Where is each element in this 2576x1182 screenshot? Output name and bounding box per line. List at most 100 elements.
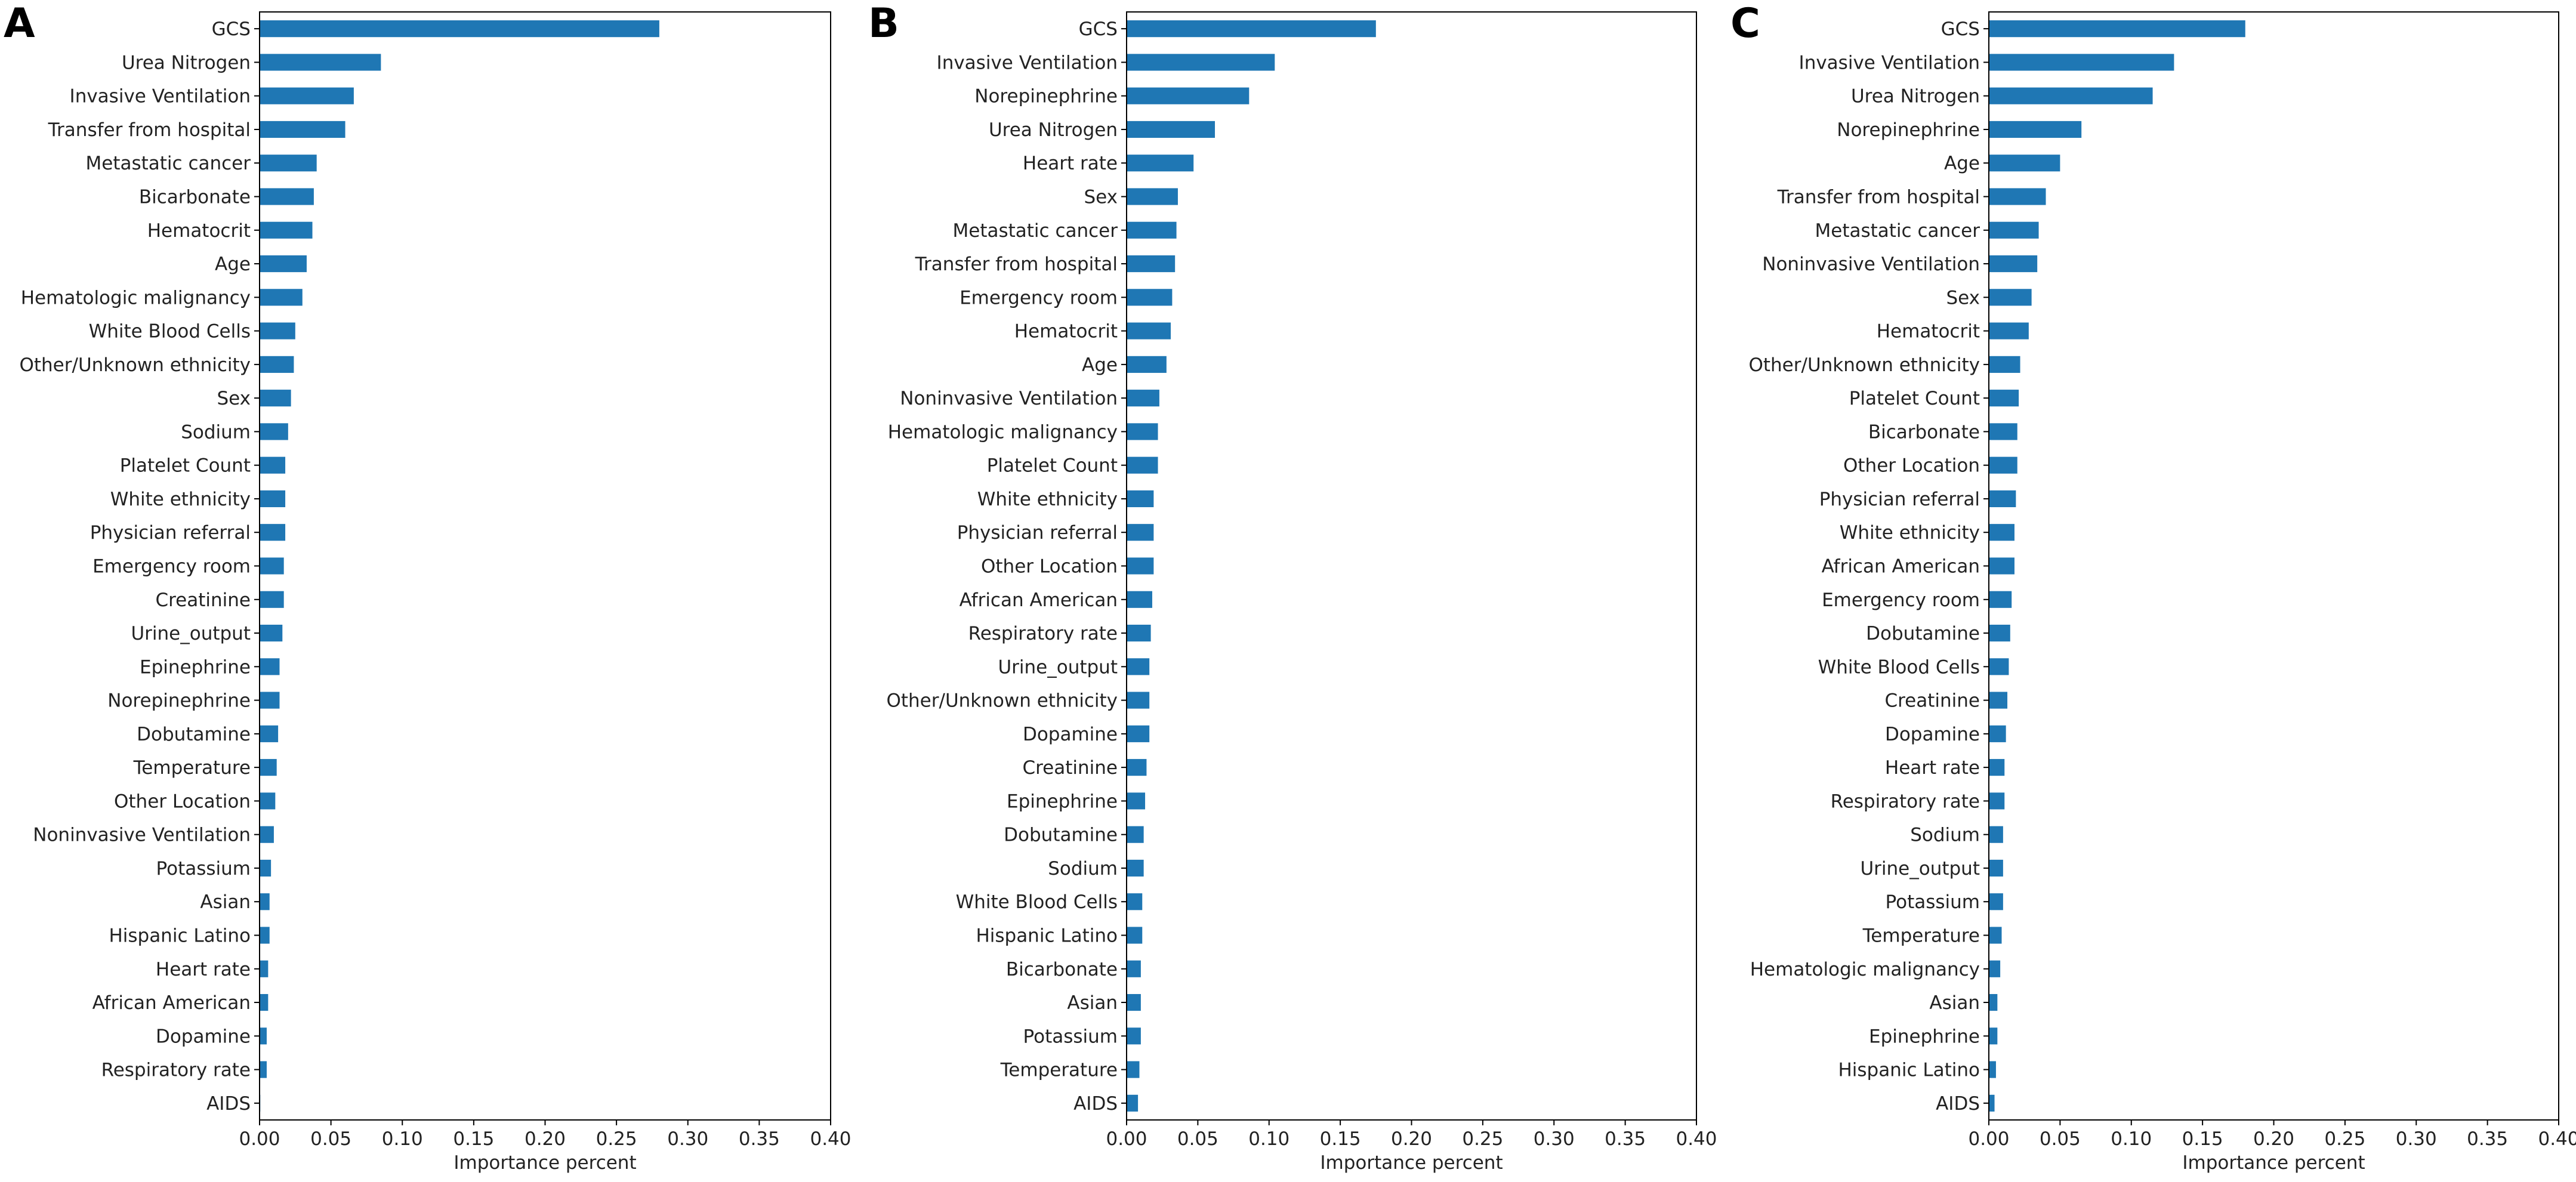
bar [260,155,317,172]
x-tick-label: 0.30 [667,1128,708,1150]
bar [1127,423,1158,440]
category-label: AIDS [1936,1093,1980,1115]
bar [1127,155,1194,172]
bar [1989,1027,1998,1045]
category-label: GCS [1079,18,1118,40]
bar [1127,658,1150,675]
bar [1127,792,1146,810]
category-label: Bicarbonate [1006,959,1118,980]
bar [260,591,284,608]
x-tick-label: 0.10 [382,1128,423,1150]
category-label: Respiratory rate [1831,791,1980,812]
category-label: Norepinephrine [1837,119,1980,141]
bar [260,759,277,776]
category-label: Hispanic Latino [1838,1060,1980,1081]
bar [1989,1061,1996,1078]
category-label: Temperature [1000,1060,1118,1081]
bar [260,557,284,575]
bar [1127,390,1159,407]
bar [1127,993,1141,1011]
bar [1989,121,2082,138]
category-label: Other Location [114,791,251,812]
category-label: Age [1944,153,1980,174]
category-label: African American [960,590,1118,611]
category-label: Heart rate [156,959,251,980]
category-label: African American [1822,556,1980,578]
bar [1989,658,2009,675]
x-tick-label: 0.20 [1391,1128,1432,1150]
category-label: Hematologic malignancy [1750,959,1980,980]
category-label: Physician referral [957,522,1118,544]
category-label: Asian [200,891,251,913]
bar [1127,121,1215,138]
category-label: Epinephrine [1007,791,1118,812]
bar [260,188,314,205]
x-tick-label: 0.00 [239,1128,280,1150]
category-label: Creatinine [155,590,251,611]
category-label: Dopamine [1885,724,1980,745]
category-label: White ethnicity [977,489,1118,510]
x-tick-label: 0.35 [1605,1128,1646,1150]
category-label: Dobutamine [1004,825,1118,846]
bar [260,221,313,239]
plot-frame [1988,11,2559,1121]
bar [1127,826,1144,843]
category-label: Heart rate [1023,153,1118,174]
bar [1989,456,2017,474]
bar [1989,859,2003,877]
category-label: Metastatic cancer [953,220,1118,242]
bar [1127,255,1176,273]
category-label: Asian [1067,992,1118,1014]
category-label: Noninvasive Ventilation [1762,254,1980,275]
bar [1127,322,1171,340]
category-label: Invasive Ventilation [1799,52,1980,73]
category-label: Age [1082,354,1118,376]
bar [260,658,280,675]
bar [1989,322,2029,340]
bar [1989,289,2032,306]
x-tick-label: 0.10 [2111,1128,2152,1150]
category-label: Hispanic Latino [109,925,251,947]
panel-label: A [4,0,35,47]
category-label: Invasive Ventilation [937,52,1118,73]
bar [1127,20,1376,38]
bar [1127,356,1167,373]
category-label: Age [215,254,251,275]
bar [1127,927,1143,944]
category-label: Heart rate [1885,757,1980,779]
bar [260,87,354,104]
bar [1127,289,1173,306]
bar [1989,624,2010,642]
bar [260,322,295,340]
category-label: White ethnicity [1840,522,1980,544]
category-label: Physician referral [90,522,251,544]
x-tick-label: 0.05 [1177,1128,1218,1150]
bar [1127,524,1154,541]
bar [260,390,291,407]
bar [260,1061,267,1078]
bar [1989,893,2003,911]
bar [1127,557,1154,575]
bar [1989,155,2060,172]
x-axis-title: Importance percent [1320,1152,1503,1174]
bar [260,54,381,71]
category-label: Dopamine [1023,724,1118,745]
category-label: Epinephrine [1869,1026,1980,1047]
bar [1127,87,1250,104]
bar [1989,490,2016,508]
bar [260,356,294,373]
category-label: Transfer from hospital [1777,187,1980,208]
x-axis-title: Importance percent [2182,1152,2365,1174]
bar [1127,490,1154,508]
bar [1127,960,1141,977]
category-label: Urine_output [131,623,251,644]
bar [1989,1094,1995,1112]
x-tick-label: 0.05 [2040,1128,2081,1150]
bar [1989,725,2006,742]
x-tick-label: 0.30 [2396,1128,2437,1150]
category-label: Sex [217,388,251,409]
category-label: Other/Unknown ethnicity [1748,354,1980,376]
bar [260,692,280,709]
category-label: White Blood Cells [1818,656,1980,678]
category-label: Hematocrit [147,220,251,242]
